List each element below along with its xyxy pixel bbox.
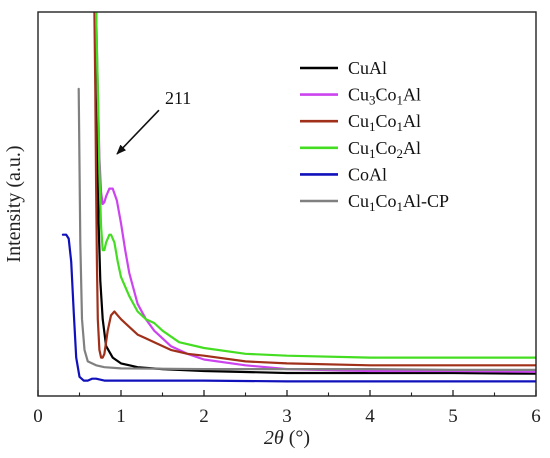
series-line-cual <box>95 12 536 375</box>
series-line-cu1co1al-cp <box>77 87 536 371</box>
x-tick-label: 1 <box>116 406 126 427</box>
x-tick-label: 5 <box>448 406 458 427</box>
annotation-layer: 211 <box>116 88 191 155</box>
legend-label-cu3co1al: Cu3Co1Al <box>348 85 421 108</box>
series-line-cu1co1al <box>93 12 536 367</box>
legend-label-cu1co1al: Cu1Co1Al <box>348 111 421 134</box>
y-axis-label: Intensity (a.u.) <box>3 145 25 262</box>
x-tick-label: 6 <box>531 406 541 427</box>
legend-label-cu1co2al: Cu1Co2Al <box>348 138 421 161</box>
x-tick-label: 4 <box>365 406 375 427</box>
plot-frame <box>37 11 537 397</box>
series-layer <box>61 12 536 383</box>
series-line-cu1co2al <box>95 12 536 359</box>
series-line-coal <box>61 233 536 383</box>
annotation-arrow <box>116 109 160 155</box>
x-tick-label: 0 <box>33 406 43 427</box>
legend-label-coal: CoAl <box>348 164 387 184</box>
annotation-label: 211 <box>165 88 191 108</box>
legend: CuAl Cu3Co1Al Cu1Co1Al Cu1Co2Al CoAl Cu1Co1Al… <box>300 58 449 214</box>
legend-label-cual: CuAl <box>348 58 387 78</box>
x-tick-label: 3 <box>282 406 292 427</box>
series-line-cu3co1al <box>95 12 536 373</box>
x-axis-ticks: 0 1 2 3 4 5 6 <box>33 390 541 427</box>
x-tick-label: 2 <box>199 406 209 427</box>
legend-label-cu1co1al-cp: Cu1Co1Al-CP <box>348 191 449 214</box>
x-axis-label: 2θ (°) <box>264 427 310 449</box>
